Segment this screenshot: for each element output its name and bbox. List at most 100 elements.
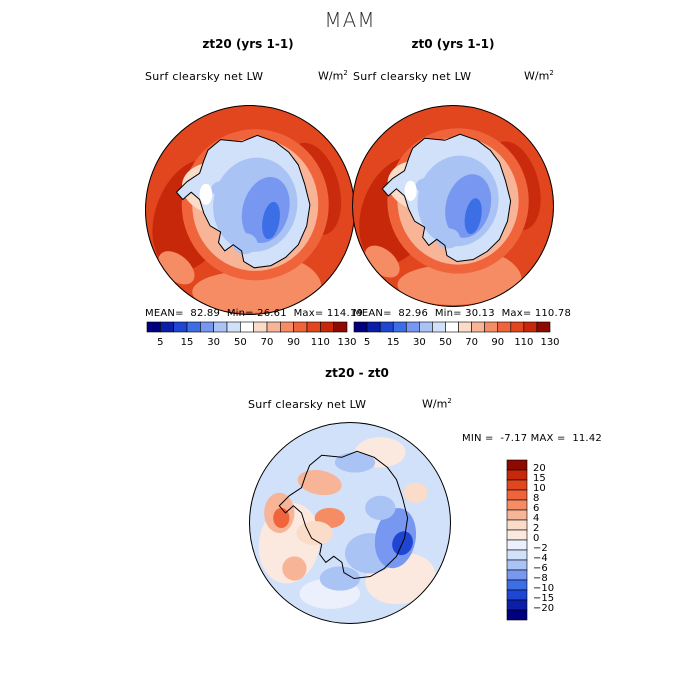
colorbar-tick-label: 50 (439, 337, 452, 348)
colorbar-tick-label: 110 (514, 337, 534, 348)
colorbar-swatch (445, 321, 459, 333)
colorbar-swatch (506, 459, 528, 471)
colorbar-swatch (506, 549, 528, 561)
field-contour (334, 452, 376, 473)
panel-3-map (249, 422, 451, 624)
field-contour (282, 556, 307, 581)
colorbar-swatch (266, 321, 281, 333)
colorbar-swatch (405, 321, 420, 333)
coastline (278, 450, 409, 580)
field-contour (403, 482, 428, 503)
colorbar-swatch (379, 321, 394, 333)
field-contour (199, 183, 213, 205)
colorbar-swatch (506, 529, 528, 541)
colorbar-tick-label: 130 (337, 337, 357, 348)
field-contour (415, 177, 440, 194)
colorbar-tick-label: 0 (533, 533, 540, 544)
colorbar-swatch (506, 599, 528, 611)
colorbar-tick-label: 130 (540, 337, 560, 348)
colorbar-swatch (320, 321, 334, 333)
field-contour (435, 228, 461, 249)
colorbar-tick-label: 10 (533, 483, 546, 494)
figure-title: MAM (324, 8, 376, 32)
field-contour (262, 201, 280, 240)
panel-3-colorbar (506, 459, 528, 621)
colorbar-tick-label: −15 (533, 593, 555, 604)
panel-1-colorbar (146, 321, 348, 333)
colorbar-swatch (523, 321, 538, 333)
colorbar-swatch (226, 321, 241, 333)
colorbar-tick-label: 15 (533, 473, 546, 484)
colorbar-swatch (506, 479, 528, 491)
colorbar-tick-label: 4 (533, 513, 540, 524)
panel-2-title: zt0 (yrs 1-1) (411, 37, 495, 51)
colorbar-tick-label: −8 (533, 573, 548, 584)
colorbar-swatch (200, 321, 214, 333)
colorbar-tick-label: 20 (533, 463, 546, 474)
colorbar-swatch (253, 321, 268, 333)
colorbar-tick-label: 30 (412, 337, 426, 348)
colorbar-tick-label: 90 (287, 337, 301, 348)
colorbar-swatch (506, 499, 528, 511)
colorbar-tick-label: 70 (465, 337, 478, 348)
colorbar-swatch (506, 469, 528, 481)
colorbar-swatch (432, 321, 446, 333)
colorbar-swatch (506, 569, 528, 581)
field-contour (404, 180, 417, 201)
field-contour (319, 566, 361, 591)
field-contour (211, 180, 237, 198)
colorbar-swatch (160, 321, 174, 333)
panel-3-units: W/m2 (422, 397, 452, 411)
colorbar-swatch (419, 321, 433, 333)
colorbar-swatch (333, 321, 348, 333)
colorbar-swatch (392, 321, 407, 333)
field-contour (464, 198, 482, 235)
colorbar-tick-label: −20 (533, 603, 555, 614)
colorbar-swatch (146, 321, 161, 333)
colorbar-swatch (293, 321, 308, 333)
colorbar-tick-label: 30 (207, 337, 221, 348)
colorbar-swatch (536, 321, 551, 333)
map-border (352, 105, 554, 307)
field-contour (232, 233, 258, 255)
colorbar-tick-label: −6 (533, 563, 548, 574)
colorbar-swatch (506, 519, 528, 531)
colorbar-swatch (458, 321, 472, 333)
colorbar-tick-label: −2 (533, 543, 548, 554)
panel-1-variable: Surf clearsky net LW (145, 70, 264, 83)
colorbar-swatch (484, 321, 499, 333)
colorbar-tick-label: −4 (533, 553, 548, 564)
colorbar-tick-label: 110 (310, 337, 330, 348)
colorbar-tick-label: 8 (533, 493, 540, 504)
field-contour (296, 520, 333, 546)
colorbar-swatch (366, 321, 381, 333)
coastline (175, 134, 311, 269)
colorbar-swatch (240, 321, 254, 333)
colorbar-swatch (506, 609, 528, 621)
panel-1-units: W/m2 (318, 69, 348, 83)
colorbar-tick-label: 6 (533, 503, 540, 514)
field-contour (365, 495, 396, 520)
colorbar-swatch (510, 321, 525, 333)
coastline (381, 133, 512, 263)
colorbar-swatch (186, 321, 201, 333)
colorbar-swatch (506, 579, 528, 591)
colorbar-tick-label: 2 (533, 523, 540, 534)
panel-1-title: zt20 (yrs 1-1) (202, 37, 294, 51)
colorbar-swatch (280, 321, 294, 333)
colorbar-tick-label: 15 (180, 337, 194, 348)
colorbar-swatch (506, 509, 528, 521)
colorbar-tick-label: −10 (533, 583, 555, 594)
panel-2-variable: Surf clearsky net LW (353, 70, 472, 83)
colorbar-tick-label: 50 (233, 337, 247, 348)
colorbar-swatch (306, 321, 321, 333)
colorbar-swatch (213, 321, 228, 333)
colorbar-tick-label: 5 (157, 337, 164, 348)
colorbar-tick-label: 70 (260, 337, 274, 348)
colorbar-tick-label: 5 (363, 337, 371, 348)
colorbar-swatch (497, 321, 512, 333)
panel-3-title: zt20 - zt0 (325, 366, 389, 380)
field-contour (297, 470, 342, 496)
colorbar-swatch (506, 589, 528, 601)
panel-3-stats: MIN = -7.17 MAX = 11.42 (462, 433, 602, 444)
